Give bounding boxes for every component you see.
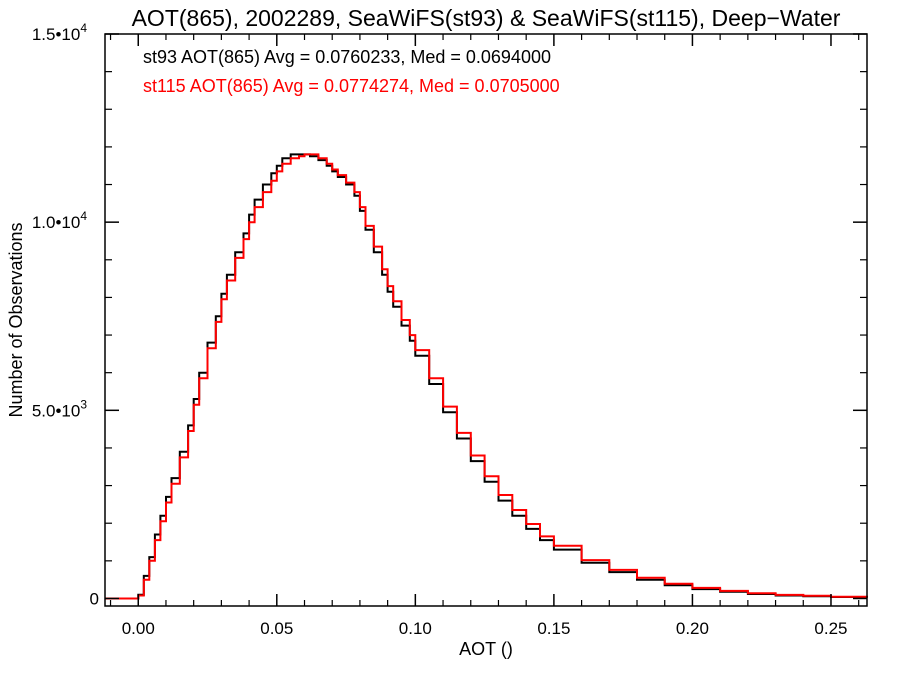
x-tick-label: 0.05 — [260, 619, 293, 638]
plot-frame — [104, 33, 868, 607]
x-axis-label: AOT () — [459, 639, 513, 659]
axes: 0.00 0.05 0.10 0.15 0.20 0.25 0 5.0•103 1.0•104 1… — [32, 21, 867, 638]
plot-area — [105, 153, 868, 600]
x-tick-label: 0.10 — [399, 619, 432, 638]
stats-line-st115: st115 AOT(865) Avg = 0.0774274, Med = 0.… — [143, 76, 560, 96]
y-tick-label: 0 — [90, 589, 99, 608]
x-tick-label: 0.20 — [676, 619, 709, 638]
y-axis-label: Number of Observations — [6, 222, 26, 417]
y-tick-label: 5.0•103 — [32, 397, 88, 420]
x-tick-label: 0.00 — [122, 619, 155, 638]
stats-line-st93: st93 AOT(865) Avg = 0.0760233, Med = 0.0… — [143, 47, 551, 67]
x-tick-label: 0.15 — [537, 619, 570, 638]
y-tick-label: 1.5•104 — [32, 21, 88, 44]
y-tick-label: 1.0•104 — [32, 209, 88, 232]
chart-title: AOT(865), 2002289, SeaWiFS(st93) & SeaWi… — [132, 5, 841, 31]
series-st115-line — [105, 153, 868, 600]
x-tick-label: 0.25 — [814, 619, 847, 638]
